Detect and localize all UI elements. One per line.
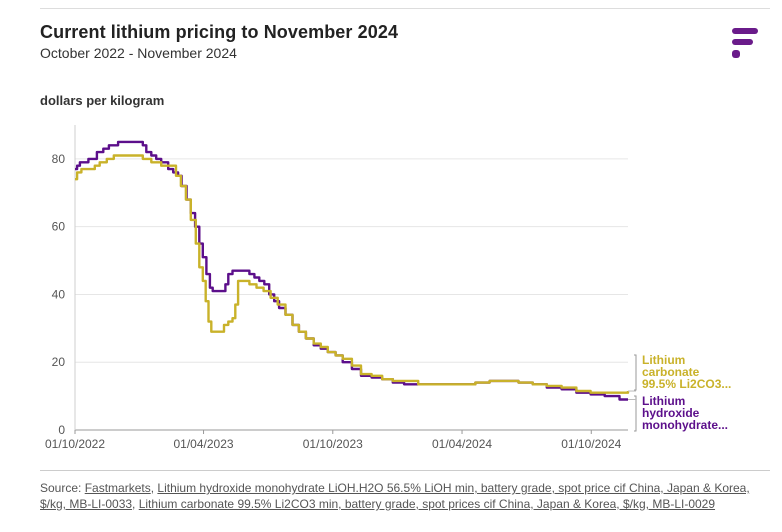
y-axis-unit-label: dollars per kilogram — [40, 93, 165, 108]
chart-subtitle: October 2022 - November 2024 — [40, 45, 237, 61]
series-end-label-line: carbonate — [642, 365, 700, 379]
series-end-label-line: Lithium — [642, 353, 685, 367]
chart-title: Current lithium pricing to November 2024 — [40, 22, 399, 42]
x-tick-label: 01/10/2024 — [561, 437, 621, 451]
x-tick-label: 01/10/2023 — [303, 437, 363, 451]
source-prefix: Source: — [40, 481, 85, 495]
y-axis-ticks: 0 20 40 60 80 — [52, 152, 66, 437]
series-end-label-line: monohydrate... — [642, 418, 728, 432]
source-link-fastmarkets[interactable]: Fastmarkets — [84, 481, 151, 495]
series-end-label-line: Lithium — [642, 394, 685, 408]
series-end-label: Lithium hydroxide monohydrate... — [642, 394, 728, 432]
series-lines — [75, 140, 630, 401]
x-tick-label: 01/04/2023 — [174, 437, 234, 451]
fastmarkets-logo-icon[interactable] — [732, 28, 760, 60]
y-tick-label: 40 — [52, 287, 66, 301]
y-tick-label: 20 — [52, 355, 66, 369]
x-axis-ticks: 01/10/2022 01/04/2023 01/10/2023 01/04/2024… — [45, 430, 622, 451]
line-chart: 0 20 40 60 80 01/10/2022 01/04/2023 01/10/2023… — [45, 125, 731, 451]
source-link-lithium-carbonate[interactable]: Lithium carbonate 99.5% Li2CO3 min, batt… — [138, 497, 716, 511]
y-tick-label: 0 — [58, 423, 65, 437]
end-label-bracket — [634, 354, 637, 391]
source-note: Source: Fastmarkets, Lithium hydroxide m… — [40, 481, 750, 511]
series-line-1 — [75, 154, 630, 394]
end-label-bracket — [634, 395, 637, 432]
series-end-label-line: 99.5% Li2CO3... — [642, 377, 731, 391]
x-tick-label: 01/10/2022 — [45, 437, 105, 451]
footer-divider — [40, 470, 770, 471]
series-end-labels: Lithium hydroxide monohydrate...Lithium car… — [628, 353, 731, 432]
source-link-lithium-hydroxide[interactable]: Lithium hydroxide monohydrate LiOH.H2O 5… — [40, 481, 750, 511]
series-end-label-line: hydroxide — [642, 406, 700, 420]
y-tick-label: 80 — [52, 152, 66, 166]
series-end-label: Lithium carbonate 99.5% Li2CO3... — [642, 353, 731, 391]
y-tick-label: 60 — [52, 220, 66, 234]
top-divider — [40, 8, 770, 9]
x-tick-label: 01/04/2024 — [432, 437, 492, 451]
